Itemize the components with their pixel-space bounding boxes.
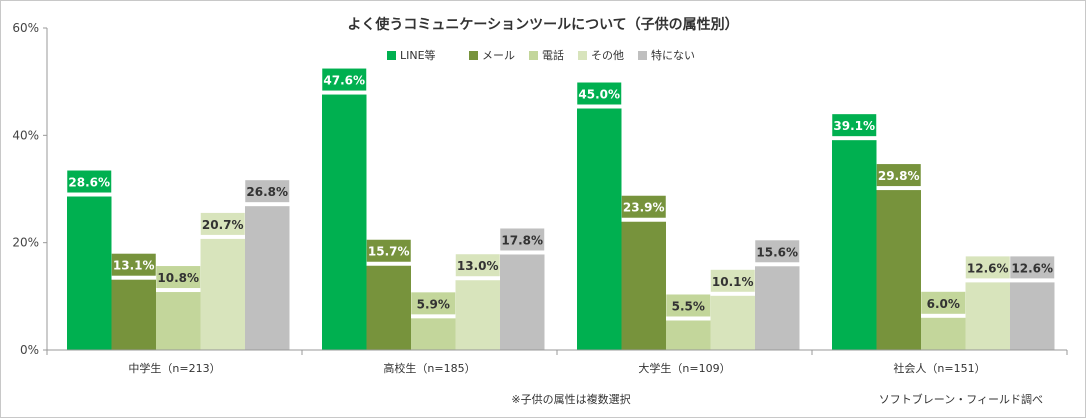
data-label-box	[67, 170, 112, 193]
legend-label: 電話	[542, 48, 564, 62]
bar	[411, 318, 456, 350]
source-note: ソフトブレーン・フィールド調べ	[879, 392, 1043, 406]
data-label-box	[500, 228, 545, 251]
data-label: 12.6%	[967, 261, 1009, 275]
x-category-label: 大学生（n=109）	[638, 361, 730, 375]
bar	[710, 295, 755, 350]
data-label-box	[156, 266, 201, 289]
bar	[500, 254, 545, 350]
data-label-box	[411, 292, 456, 315]
bar	[921, 317, 966, 350]
data-label: 23.9%	[623, 201, 665, 215]
chart-title: よく使うコミュニケーションツールについて（子供の属性別）	[347, 16, 738, 33]
x-category-label: 高校生（n=185）	[383, 361, 475, 375]
bar	[965, 282, 1010, 350]
data-label: 5.9%	[417, 297, 450, 311]
legend-label: LINE等	[400, 48, 436, 62]
data-label-box	[200, 212, 245, 235]
data-label-box	[322, 68, 367, 91]
data-label: 10.1%	[712, 275, 754, 289]
data-label: 20.7%	[202, 218, 244, 232]
data-label-box	[245, 180, 290, 203]
data-label-box	[876, 164, 921, 187]
data-label: 29.8%	[878, 169, 920, 183]
legend-label: 特にない	[651, 48, 695, 62]
bar	[366, 265, 411, 350]
y-axis: 0% 20% 40% 60%	[12, 21, 48, 357]
data-label: 10.8%	[157, 271, 199, 285]
bar	[455, 280, 500, 350]
bar	[111, 279, 156, 350]
data-label: 28.6%	[68, 176, 110, 190]
legend-label: その他	[591, 49, 624, 62]
bar	[1010, 282, 1055, 350]
data-label: 15.7%	[368, 245, 410, 259]
data-label-box	[621, 195, 666, 218]
legend-swatch	[529, 51, 538, 60]
data-label-box	[666, 294, 711, 317]
legend-swatch	[387, 51, 396, 60]
legend-swatch	[469, 51, 478, 60]
data-label: 13.1%	[113, 259, 155, 273]
data-label-box	[832, 114, 877, 137]
y-tick-label: 20%	[12, 236, 39, 250]
data-label: 6.0%	[927, 297, 960, 311]
legend-label: メール	[482, 49, 515, 62]
legend-swatch	[578, 51, 587, 60]
y-tick-label: 60%	[12, 21, 39, 35]
data-label-box	[366, 239, 411, 262]
bar	[156, 292, 201, 350]
bar	[876, 190, 921, 350]
data-label: 47.6%	[323, 74, 365, 88]
data-label: 26.8%	[246, 185, 288, 199]
data-label: 12.6%	[1011, 261, 1053, 275]
data-label-box	[455, 254, 500, 277]
bar	[621, 221, 666, 350]
legend: LINE等 メール 電話 その他 特にない	[387, 48, 695, 62]
x-category-label: 中学生（n=213）	[128, 361, 220, 375]
data-label-box	[111, 253, 156, 276]
data-label: 5.5%	[672, 299, 705, 313]
legend-swatch	[638, 51, 647, 60]
bar	[666, 320, 711, 350]
data-label-box	[577, 82, 622, 105]
data-label-box	[710, 269, 755, 292]
data-label-box	[965, 256, 1010, 279]
bar	[200, 238, 245, 350]
bar	[577, 108, 622, 350]
data-label: 17.8%	[501, 233, 543, 247]
data-label-box	[921, 291, 966, 314]
y-tick-label: 0%	[20, 343, 39, 357]
footnote: ※子供の属性は複数選択	[511, 392, 630, 406]
x-axis: 中学生（n=213） 高校生（n=185） 大学生（n=109） 社会人（n=151）	[46, 349, 1068, 375]
data-label: 13.0%	[457, 259, 499, 273]
bar	[67, 196, 112, 350]
data-label: 45.0%	[578, 88, 620, 102]
bars	[67, 94, 1055, 351]
data-labels: 28.6% 13.1%10.8% 20.7% 26.8% 47.6% 15.7% 5.9% 1…	[67, 68, 1055, 317]
y-tick-label: 40%	[12, 128, 39, 142]
bar	[832, 140, 877, 350]
x-category-label: 社会人（n=151）	[893, 361, 985, 375]
bar	[755, 266, 800, 350]
data-label-box	[1010, 256, 1055, 279]
bar	[245, 206, 290, 350]
data-label-box	[755, 240, 800, 263]
data-label: 15.6%	[756, 245, 798, 259]
data-label: 39.1%	[833, 119, 875, 133]
bar	[322, 94, 367, 351]
